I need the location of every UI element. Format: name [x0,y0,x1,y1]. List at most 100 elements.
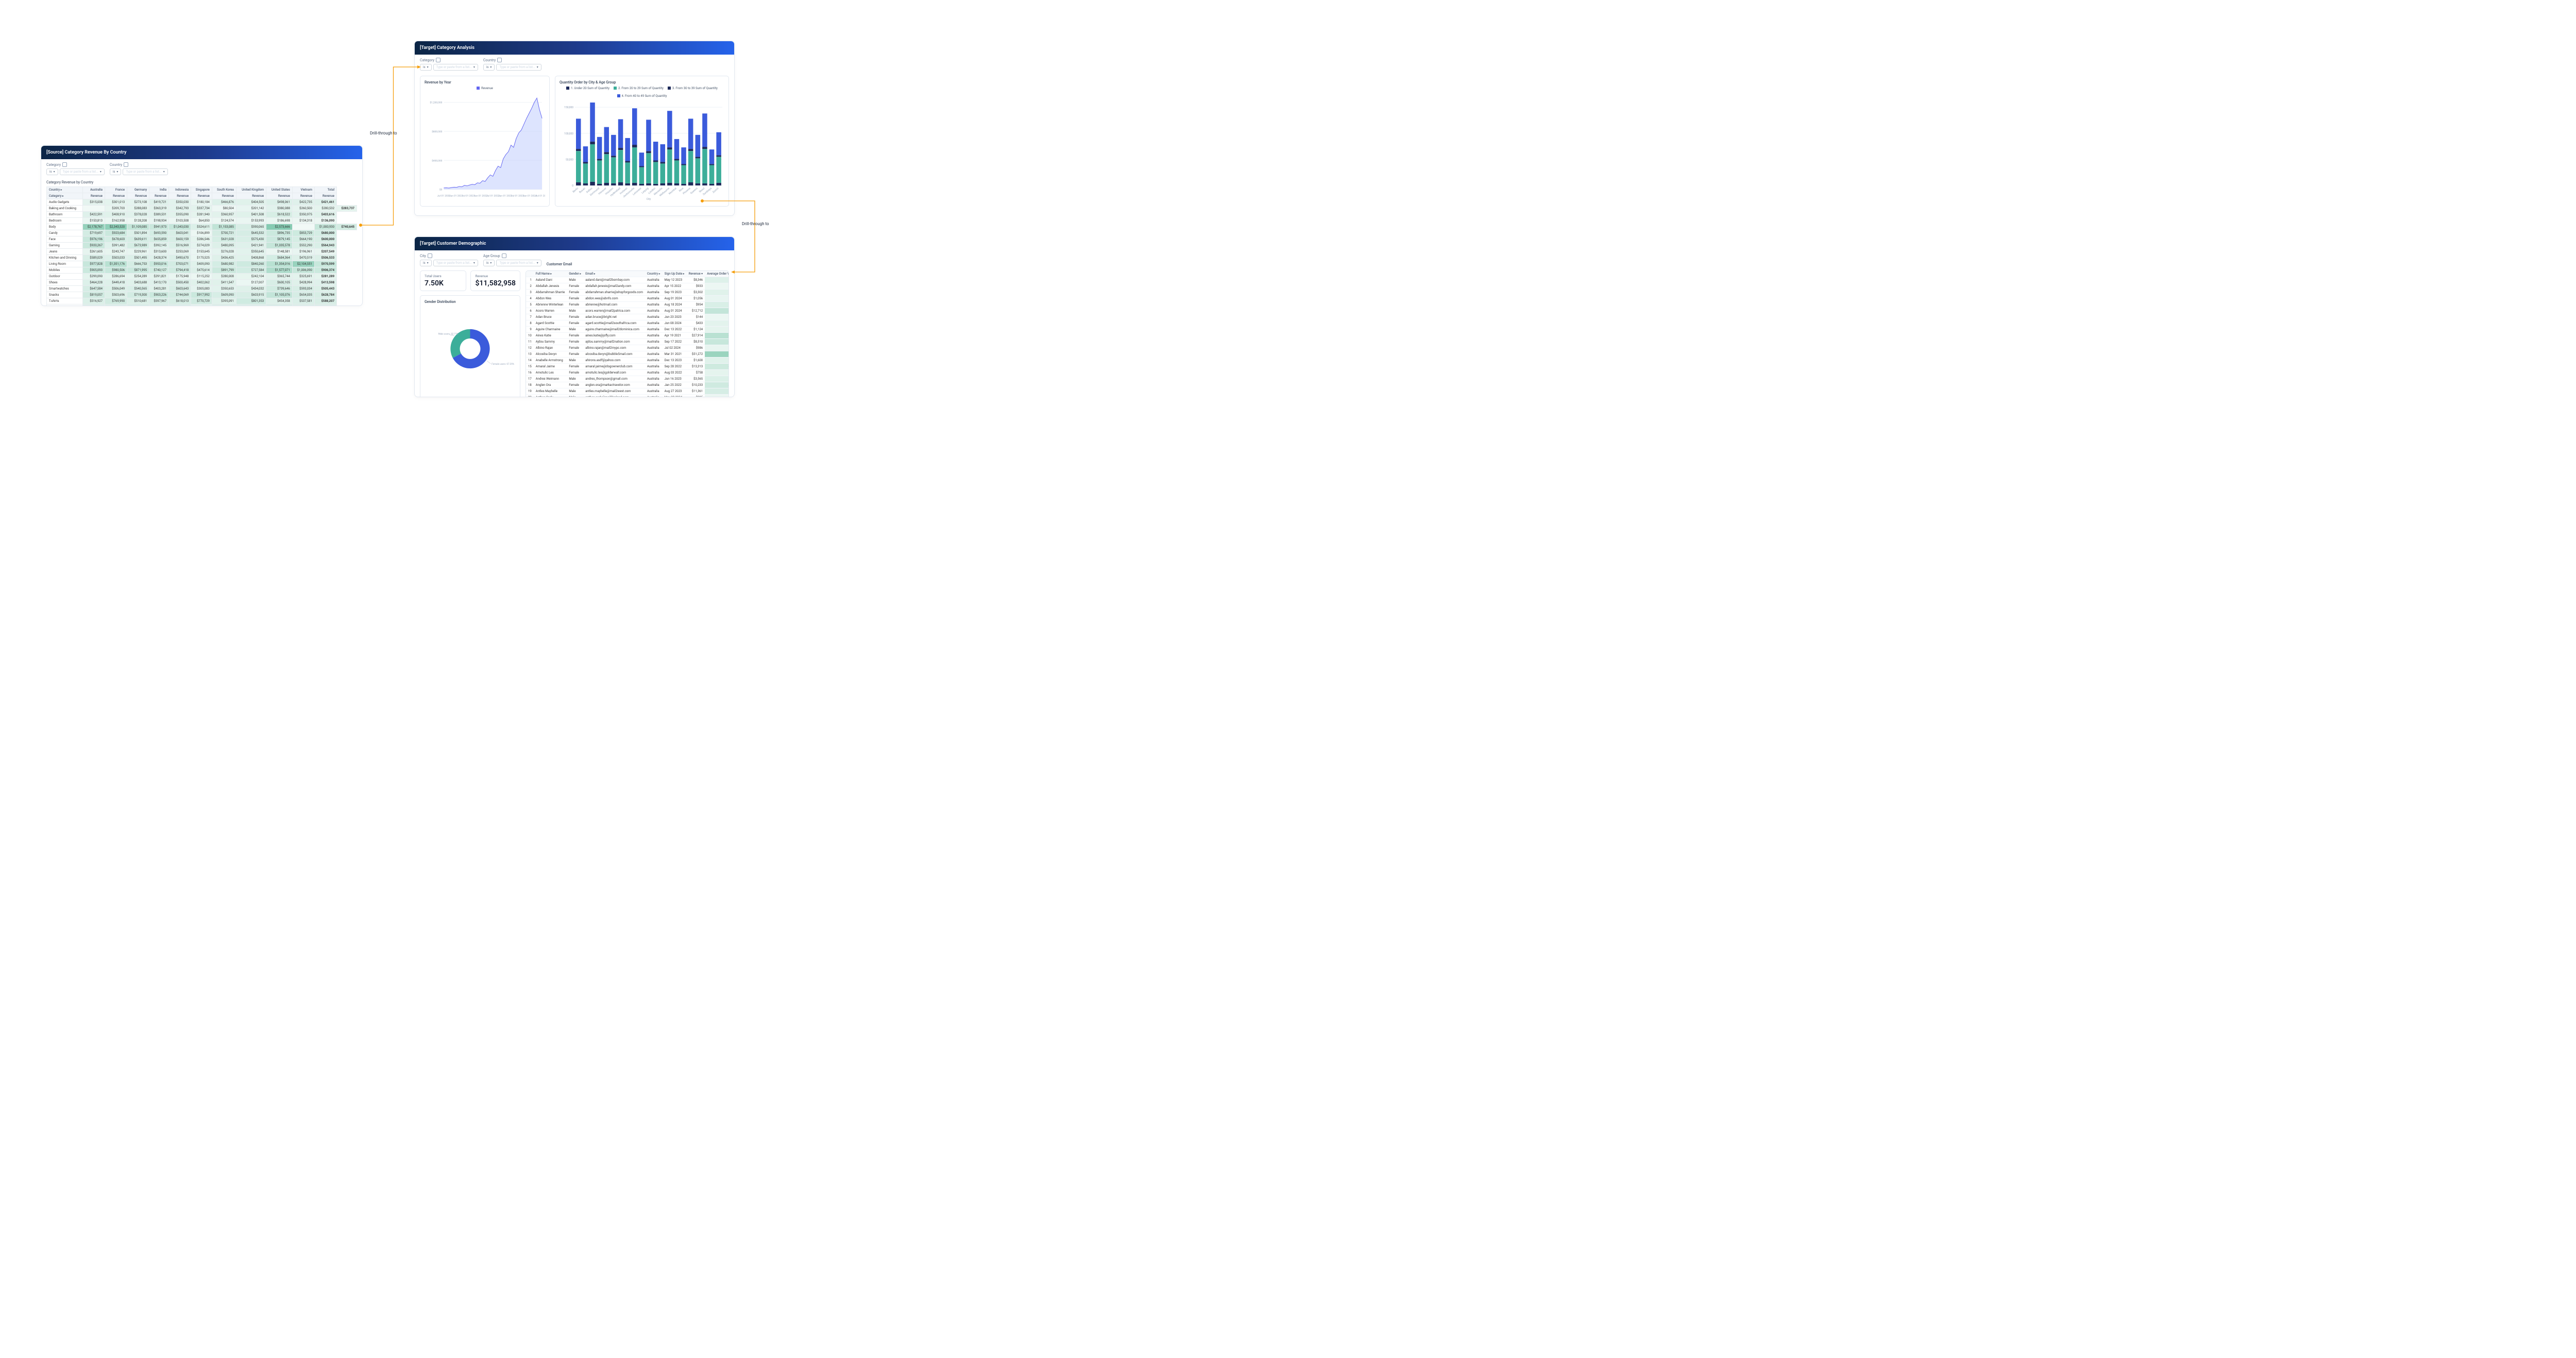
quantity-chart-title: Quantity Order by City & Age Group [560,80,724,84]
table-row[interactable]: Baking and Cooking$209,703$288,083$363,3… [47,206,357,212]
customer-row[interactable]: 20Anthes CodyMaleanthes.cody@mail2irelan… [526,395,729,397]
revenue-chart-card: Revenue by Year Revenue $0$400,000$800,0… [420,76,550,207]
filter-label-city: City [420,253,478,258]
target1-panel: [Target] Category Analysis Category is Ty… [415,41,734,215]
column-header[interactable] [526,271,534,277]
customer-row[interactable]: 6Acors WarrenMaleacors.warren@mail2patri… [526,308,729,314]
filter-mode-city[interactable]: is [420,260,432,266]
svg-text:Busan: Busan [579,187,586,194]
table-row[interactable]: Smartwatches$647,584$506,049$540,565$403… [47,286,357,292]
filter-input-age_group[interactable]: Type or paste from a list... [496,260,541,266]
table-row[interactable]: Mobiles$905,093$980,506$871,995$740,127$… [47,267,357,274]
filter-mode-country[interactable]: is [110,168,122,175]
column-header[interactable]: Email ▸ [583,271,645,277]
filter-age_group: Age Groupis Type or paste from a list... [483,253,541,266]
svg-text:Queens: Queens [690,187,699,195]
table-row[interactable]: Living Room$977,828$1,351,176$666,753$95… [47,261,357,267]
filter-input-category[interactable]: Type or paste from a list... [433,64,478,71]
svg-text:Phoenix: Phoenix [682,187,691,195]
source-table: Country ▸AustraliaFranceGermanyIndiaIndo… [46,186,357,305]
customer-email-label: Customer Email [547,262,572,266]
filter-input-category[interactable]: Type or paste from a list... [60,168,105,175]
column-header[interactable]: Average Order Value ▾ [705,271,729,277]
filter-mode-country[interactable]: is [483,64,495,71]
table-row[interactable]: Jeans$261,605$243,747$229,961$313,600$25… [47,249,357,255]
table-row[interactable]: Candy$719,697$923,684$501,894$693,590$60… [47,230,357,236]
svg-text:Jul 01 2024: Jul 01 2024 [535,194,545,197]
table-row[interactable]: Bedroom$153,813$162,958$128,208$198,934$… [47,218,357,224]
customer-row[interactable]: 17Andres WeimannMaleandres_thompson@gmai… [526,376,729,382]
table-row[interactable]: Shoes$464,228$449,418$403,688$413,170$50… [47,280,357,286]
column-header[interactable]: Revenue ▾ [687,271,705,277]
filter-label-country: Country [110,162,168,167]
svg-text:100,000: 100,000 [564,132,573,135]
filter-city: City is Type or paste from a list... [420,253,478,266]
filter-label-category: Category [420,58,478,62]
customer-row[interactable]: 2Abdallah JenesisFemaleabdallah.jenesis@… [526,283,729,290]
revenue-chart-title: Revenue by Year [425,80,545,84]
filter-mode-category[interactable]: is [420,64,432,71]
kpi-revenue-label: Revenue [475,274,516,278]
customer-row[interactable]: 12Albino RajanFemalealbino.rajan@mail2my… [526,345,729,351]
filter-category: Categoryis Type or paste from a list... [46,162,105,175]
svg-text:$0: $0 [439,188,443,192]
customer-row[interactable]: 19Antles MaybelleMaleantles.maybelle@mai… [526,388,729,395]
source-table-caption: Category Revenue by Country [41,180,362,186]
svg-text:City: City [647,198,651,201]
filter-input-city[interactable]: Type or paste from a list... [433,260,478,266]
quantity-chart-card: Quantity Order by City & Age Group 1. Un… [555,76,729,207]
kpi-revenue: Revenue $11,582,958 [470,270,520,291]
customer-row[interactable]: 8Agard ScottieFemaleagard.scottie@mail2s… [526,320,729,327]
table-row[interactable]: Gaming$920,267$391,482$673,989$392,145$5… [47,243,357,249]
svg-text:Jul 01 2023: Jul 01 2023 [511,194,524,197]
filter-input-country[interactable]: Type or paste from a list... [123,168,167,175]
gender-donut: Male users: 32.71%Female users: 67.29% [425,306,516,386]
customer-row[interactable]: 3Abdarrahman SharrieFemaleabdarrahman.sh… [526,290,729,296]
gender-donut-card: Gender Distribution Male users: 32.71%Fe… [420,295,520,397]
customer-row[interactable]: 5Abrienne WinterleanFemaleabrienne@hotma… [526,302,729,308]
table-row[interactable]: Kitchen and Dinning$589,029$503,033$501,… [47,255,357,261]
table-row[interactable]: Snacks$819,057$503,696$719,300$903,226$7… [47,292,357,298]
customer-row[interactable]: 11Ajdou SammyFemaleajdou.sammy@mail2nati… [526,339,729,345]
kpi-total-users: Total Users 7.50K [420,270,466,291]
customer-row[interactable]: 13Alcosiba DevynFemalealcosiba.devyn@bub… [526,351,729,358]
svg-text:Jan 01 2022: Jan 01 2022 [473,194,487,197]
table-row[interactable]: Tablets$557,160$608,772$686,759$655,123$… [47,304,357,306]
table-row[interactable]: Face$976,196$678,603$639,611$655,859$600… [47,236,357,243]
customer-row[interactable]: 4Abdon WesFemaleabdon.wes@ubnfo.comAustr… [526,296,729,302]
customer-row[interactable]: 10Aines KatieFemaleaines.katie@jofly.com… [526,333,729,339]
customer-row[interactable]: 7Adan BruceFemaleadan.bruce@bright.netAu… [526,314,729,320]
table-row[interactable]: Outdoor$299,090$286,694$254,289$291,821$… [47,274,357,280]
customer-row[interactable]: 15Amaral JaimeFemaleamaral.jaime@dogowne… [526,364,729,370]
customer-row[interactable]: 18Anglen OraFemaleanglen.ora@markactrave… [526,382,729,388]
filter-label-category: Category [46,162,105,167]
svg-text:Zurich: Zurich [712,187,720,194]
customer-row[interactable]: 1Aaland DaniMaleaaland.dani@mail2bombay.… [526,277,729,283]
svg-text:0: 0 [572,184,573,188]
source-filters: Categoryis Type or paste from a list... … [41,159,362,180]
column-header[interactable]: Country ▸ [645,271,663,277]
column-header[interactable]: Full Name ▸ [534,271,567,277]
table-row[interactable]: Bathroom$422,591$408,910$378,028$389,531… [47,212,357,218]
table-row[interactable]: T-shirts$516,927$769,990$510,681$597,967… [47,298,357,304]
target2-panel: [Target] Customer Demographic Cityis Typ… [415,237,734,397]
drill-label-1: Drill-through to [370,131,397,135]
quantity-chart: 050,000100,000150,000BerlinBusanDallasDo… [560,100,724,201]
filter-category: Category is Type or paste from a list... [420,58,478,71]
filter-input-country[interactable]: Type or paste from a list... [496,64,541,71]
customer-row[interactable]: 14Anabelle ArmstrongMaleahirons.asdf@yah… [526,358,729,364]
filter-mode-age_group[interactable]: is [483,260,495,266]
svg-text:Jan 01 2021: Jan 01 2021 [449,194,463,197]
drill-label-2: Drill-through to [742,222,769,226]
customer-row[interactable]: 9Aguire CharmaineMaleaguire.charmaine@ma… [526,327,729,333]
target1-filters: Categoryis Type or paste from a list... … [415,55,734,76]
customer-table-wrap[interactable]: Full Name ▸Gender ▸Email ▸Country ▸Sign … [526,270,729,397]
target1-panel-title: [Target] Category Analysis [415,41,734,55]
column-header[interactable]: Sign Up Date ▸ [663,271,687,277]
customer-row[interactable]: 16Amotulic LesFemaleamotulic.les@golderw… [526,370,729,376]
table-row[interactable]: Audio Gadgets$315,038$301,013$273,108$41… [47,199,357,206]
filter-mode-category[interactable]: is [46,168,58,175]
source-table-wrap: Country ▸AustraliaFranceGermanyIndiaIndo… [41,186,362,305]
table-row[interactable]: Body$2,178,767$2,343,520$1,109,085$941,9… [47,224,357,230]
column-header[interactable]: Gender ▸ [567,271,583,277]
